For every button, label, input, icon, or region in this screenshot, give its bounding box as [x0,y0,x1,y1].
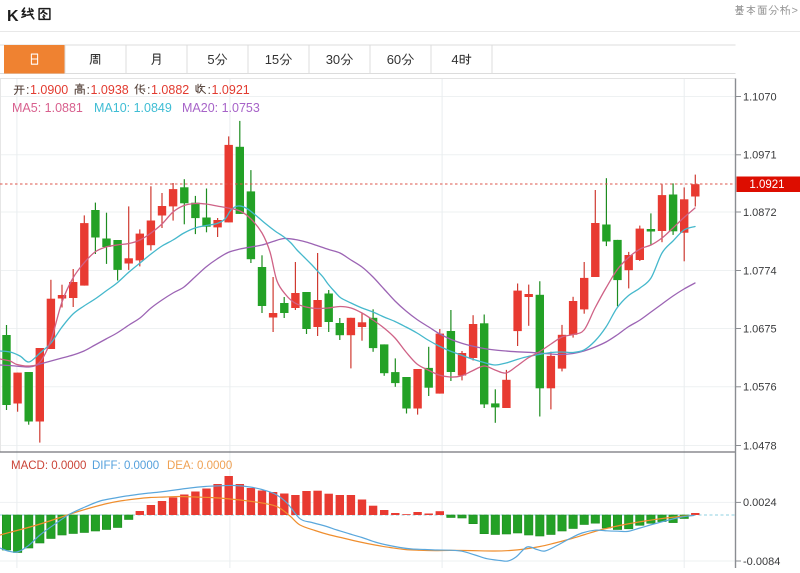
svg-text::: : [208,83,211,97]
svg-text:1.1070: 1.1070 [743,91,777,103]
svg-text:60: 60 [387,52,401,67]
svg-text:30: 30 [326,52,340,67]
svg-text:1.0921: 1.0921 [749,179,784,191]
svg-text:MA10: 1.0849: MA10: 1.0849 [94,101,172,115]
svg-text:1.0872: 1.0872 [743,207,777,219]
svg-text:DEA: 0.0000: DEA: 0.0000 [167,460,232,472]
svg-text:1.0938: 1.0938 [91,83,129,97]
svg-text:1.0971: 1.0971 [743,150,777,162]
svg-text:>: > [792,5,798,17]
svg-text::: : [147,83,150,97]
svg-text:1.0576: 1.0576 [743,382,777,394]
svg-text:MA5: 1.0881: MA5: 1.0881 [12,101,83,115]
svg-text:1.0774: 1.0774 [743,265,777,277]
svg-text:MA20: 1.0753: MA20: 1.0753 [182,101,260,115]
svg-text:1.0882: 1.0882 [151,83,189,97]
svg-text:1.0675: 1.0675 [743,323,777,335]
svg-text:15: 15 [265,52,279,67]
svg-text:DIFF: 0.0000: DIFF: 0.0000 [92,460,159,472]
svg-text:0.0024: 0.0024 [743,497,777,509]
svg-text::: : [26,83,29,97]
svg-text:5: 5 [207,52,214,67]
svg-text:-0.0084: -0.0084 [743,556,780,568]
svg-text:1.0478: 1.0478 [743,440,777,452]
svg-text::: : [87,83,90,97]
svg-text:MACD: 0.0000: MACD: 0.0000 [11,460,86,472]
svg-text:K: K [7,8,19,25]
svg-text:4: 4 [451,52,458,67]
svg-text:1.0921: 1.0921 [212,83,250,97]
svg-text:1.0900: 1.0900 [30,83,68,97]
